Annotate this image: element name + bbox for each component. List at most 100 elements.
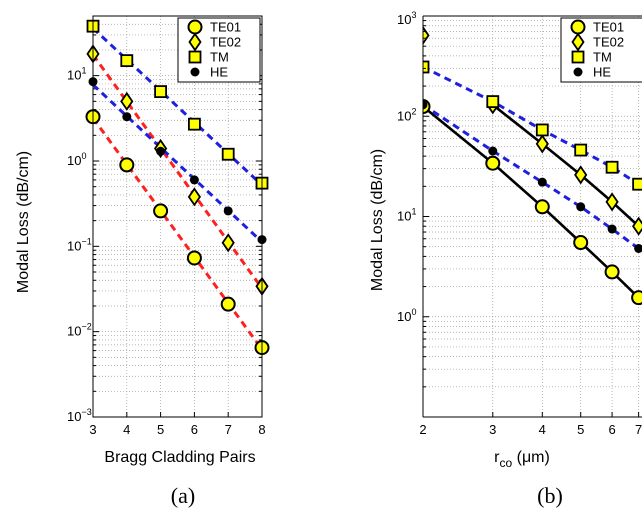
- chart-a-point-tm: [221, 147, 235, 161]
- chart-b-xlabel: rco (μm): [494, 449, 550, 470]
- chart-b-point-te01: [534, 199, 550, 215]
- chart-b-point-he: [576, 202, 586, 212]
- chart-b-point-te02: [632, 216, 642, 236]
- chart-b-ytick-exponent: 3: [411, 10, 416, 20]
- chart-b-xlabel-sub: co: [499, 456, 512, 470]
- chart-b-ytick-label: 103: [397, 10, 416, 27]
- chart-b-legend-marker-tm: [571, 50, 585, 64]
- chart-a-point-te01: [153, 203, 169, 219]
- chart-a-legend-label-he: HE: [210, 65, 228, 80]
- chart-a-ylabel: Modal Loss (dB/cm): [15, 151, 32, 293]
- chart-a-legend-marker-he: [190, 67, 200, 77]
- chart-a-ytick-exponent: 1: [81, 66, 86, 76]
- chart-a-xtick-label: 6: [191, 422, 198, 437]
- chart-a-fit-te02: [91, 53, 264, 290]
- chart-b-xlabel-main: r: [494, 449, 500, 466]
- chart-b-point-he: [607, 224, 617, 234]
- chart-b-point-te01: [573, 235, 589, 251]
- chart-a-ytick-exponent: −3: [81, 407, 91, 417]
- chart-b-point-tm: [535, 123, 549, 137]
- chart-b-legend-marker-te02: [571, 32, 585, 52]
- chart-a-xlabel: Bragg Cladding Pairs: [104, 449, 255, 466]
- chart-a-legend-label-te02: TE02: [210, 35, 241, 50]
- chart-b-xtick-label: 7: [635, 422, 642, 437]
- chart-a-legend-label-te01: TE01: [210, 20, 241, 35]
- chart-a-point-te02: [187, 187, 201, 207]
- chart-a-point-he: [189, 175, 199, 185]
- chart-a-ytick-label: 10−2: [67, 322, 92, 339]
- chart-a-ytick-label: 101: [67, 66, 86, 83]
- chart-a-ytick-exponent: −1: [81, 236, 91, 246]
- chart-b-xtick-label: 5: [577, 422, 584, 437]
- chart-b-legend-label-te02: TE02: [593, 35, 624, 50]
- chart-a-point-te02: [221, 233, 235, 253]
- chart-a-frame: [92, 15, 263, 418]
- chart-b-xtick-label: 6: [608, 422, 615, 437]
- chart-b-legend-label-he: HE: [593, 65, 611, 80]
- chart-b-ytick-label: 102: [397, 106, 416, 123]
- chart-b-point-te02: [605, 192, 619, 212]
- chart-b-legend-marker-he: [573, 67, 583, 77]
- chart-b-point-te01: [631, 290, 642, 306]
- chart-b-point-he: [634, 243, 642, 253]
- chart-b-point-he: [537, 177, 547, 187]
- chart-b-ytick-label: 101: [397, 207, 416, 224]
- chart-a-point-tm: [187, 117, 201, 131]
- chart-b-point-he: [423, 100, 428, 110]
- chart-a-ytick-label: 100: [67, 151, 86, 168]
- chart-a-xtick-label: 7: [225, 422, 232, 437]
- chart-b-plot-layer: [423, 16, 642, 417]
- chart-b-point-te01: [485, 155, 501, 171]
- chart-b-point-tm: [574, 143, 588, 157]
- chart-a-point-he: [156, 146, 166, 156]
- chart-b-fit-tm: [423, 65, 642, 188]
- chart-a-ytick-exponent: −2: [81, 322, 91, 332]
- chart-a-ytick-label: 10−3: [67, 407, 92, 424]
- chart-b-ylabel: Modal Loss (dB/cm): [369, 149, 386, 291]
- chart-b-caption: (b): [537, 483, 563, 508]
- chart-b-ytick-exponent: 1: [411, 207, 416, 217]
- chart-b-xtick-label: 2: [419, 422, 426, 437]
- chart-a-ytick-exponent: 0: [81, 151, 86, 161]
- chart-b-legend-marker-te01: [570, 19, 586, 35]
- chart-b-fit-te01: [423, 105, 642, 303]
- chart-b-legend-label-te01: TE01: [593, 20, 624, 35]
- chart-b-point-te02: [574, 165, 588, 185]
- chart-b-point-tm: [486, 95, 500, 109]
- chart-b-legend-label-tm: TM: [593, 50, 612, 65]
- chart-a-xtick-label: 5: [157, 422, 164, 437]
- chart-b-point-tm: [632, 177, 642, 191]
- chart-a-point-he: [223, 206, 233, 216]
- chart-a-point-he: [122, 112, 132, 122]
- chart-a-xtick-label: 4: [123, 422, 130, 437]
- chart-b-xtick-label: 4: [539, 422, 546, 437]
- chart-b-ytick-exponent: 2: [411, 106, 416, 116]
- chart-b-point-tm: [423, 60, 430, 74]
- chart-a-xtick-label: 8: [258, 422, 265, 437]
- chart-a-ytick-label: 10−1: [67, 236, 92, 253]
- chart-a-point-tm: [154, 85, 168, 99]
- chart-b-ytick-label: 100: [397, 307, 416, 324]
- chart-b-ytick-exponent: 0: [411, 307, 416, 317]
- chart-b: 10010110210323456789TE01TE02TMHE: [397, 10, 642, 437]
- chart-a-point-te01: [119, 157, 135, 173]
- chart-a-legend-marker-tm: [188, 50, 202, 64]
- chart-a-xtick-label: 3: [89, 422, 96, 437]
- chart-b-point-he: [488, 146, 498, 156]
- chart-a-point-te02: [120, 91, 134, 111]
- chart-a-legend-marker-te01: [187, 19, 203, 35]
- chart-a-point-te01: [186, 250, 202, 266]
- chart-b-point-te02: [535, 134, 549, 154]
- chart-b-xlabel-unit: (μm): [512, 449, 550, 466]
- chart-b-xtick-label: 3: [489, 422, 496, 437]
- chart-b-fit-he: [423, 103, 642, 253]
- chart-b-point-te01: [604, 264, 620, 280]
- chart-a-legend-label-tm: TM: [210, 50, 229, 65]
- chart-b-point-tm: [605, 160, 619, 174]
- chart-a-caption: (a): [171, 483, 195, 508]
- chart-a-legend-marker-te02: [188, 32, 202, 52]
- chart-a-fit-he: [91, 83, 264, 244]
- chart-a-point-tm: [120, 54, 134, 68]
